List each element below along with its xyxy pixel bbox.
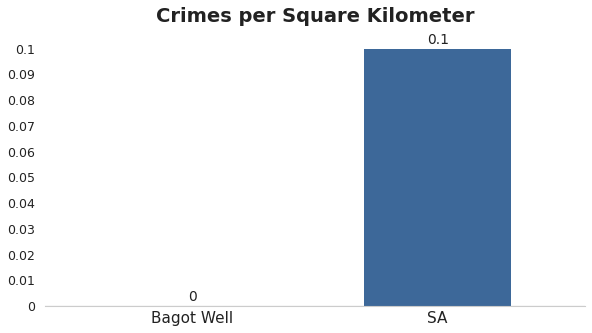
Bar bbox=[364, 49, 511, 306]
Text: 0.1: 0.1 bbox=[427, 33, 449, 47]
Title: Crimes per Square Kilometer: Crimes per Square Kilometer bbox=[156, 7, 474, 26]
Text: 0: 0 bbox=[188, 290, 197, 304]
